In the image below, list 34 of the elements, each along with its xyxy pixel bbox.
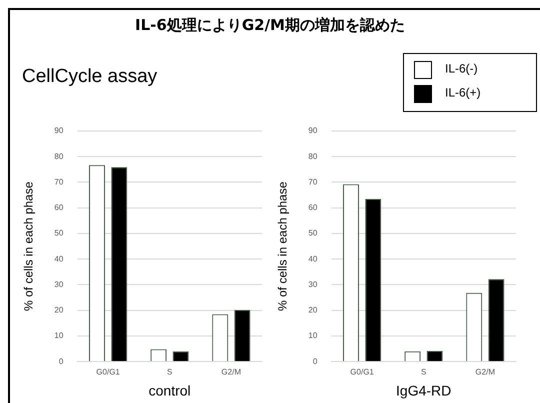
y-tick-label: 40 (308, 254, 318, 264)
x-tick-label: S (420, 368, 426, 377)
y-tick-label: 50 (308, 228, 318, 238)
x-tick-label: G2/M (221, 368, 242, 377)
x-tick-label: G0/G1 (96, 368, 120, 377)
y-tick-label: 60 (54, 203, 64, 212)
y-tick-label: 10 (308, 331, 318, 340)
y-tick-label: 10 (54, 331, 64, 340)
y-tick-label: 20 (54, 306, 64, 315)
y-axis-title: % of cells in each phase (22, 181, 36, 312)
y-tick-label: 30 (54, 280, 64, 289)
legend-label: IL-6(+) (445, 85, 481, 100)
y-tick-label: 20 (308, 306, 318, 315)
y-tick-label: 40 (54, 254, 64, 264)
y-axis-title: % of cells in each phase (276, 181, 290, 312)
y-tick-label: 90 (308, 126, 318, 136)
y-tick-label: 90 (54, 126, 64, 136)
y-tick-label: 80 (54, 152, 64, 161)
y-tick-label: 50 (54, 228, 64, 238)
y-tick-label: 60 (308, 203, 318, 212)
x-tick-label: G2/M (475, 368, 496, 377)
y-tick-label: 70 (308, 177, 318, 186)
y-tick-label: 70 (54, 177, 64, 186)
y-tick-label: 30 (308, 280, 318, 289)
x-tick-label: G0/G1 (350, 368, 374, 377)
y-tick-label: 0 (312, 356, 318, 366)
x-axis-title: IgG4-RD (396, 382, 452, 398)
legend-label: IL-6(-) (445, 61, 478, 76)
x-tick-label: S (166, 368, 172, 377)
y-tick-label: 80 (308, 152, 318, 161)
chart-title: IL-6処理によりG2/M期の増加を認めた (134, 16, 406, 35)
y-tick-label: 0 (58, 356, 64, 366)
chart-subtitle: CellCycle assay (22, 66, 158, 88)
x-axis-title: control (148, 382, 191, 398)
